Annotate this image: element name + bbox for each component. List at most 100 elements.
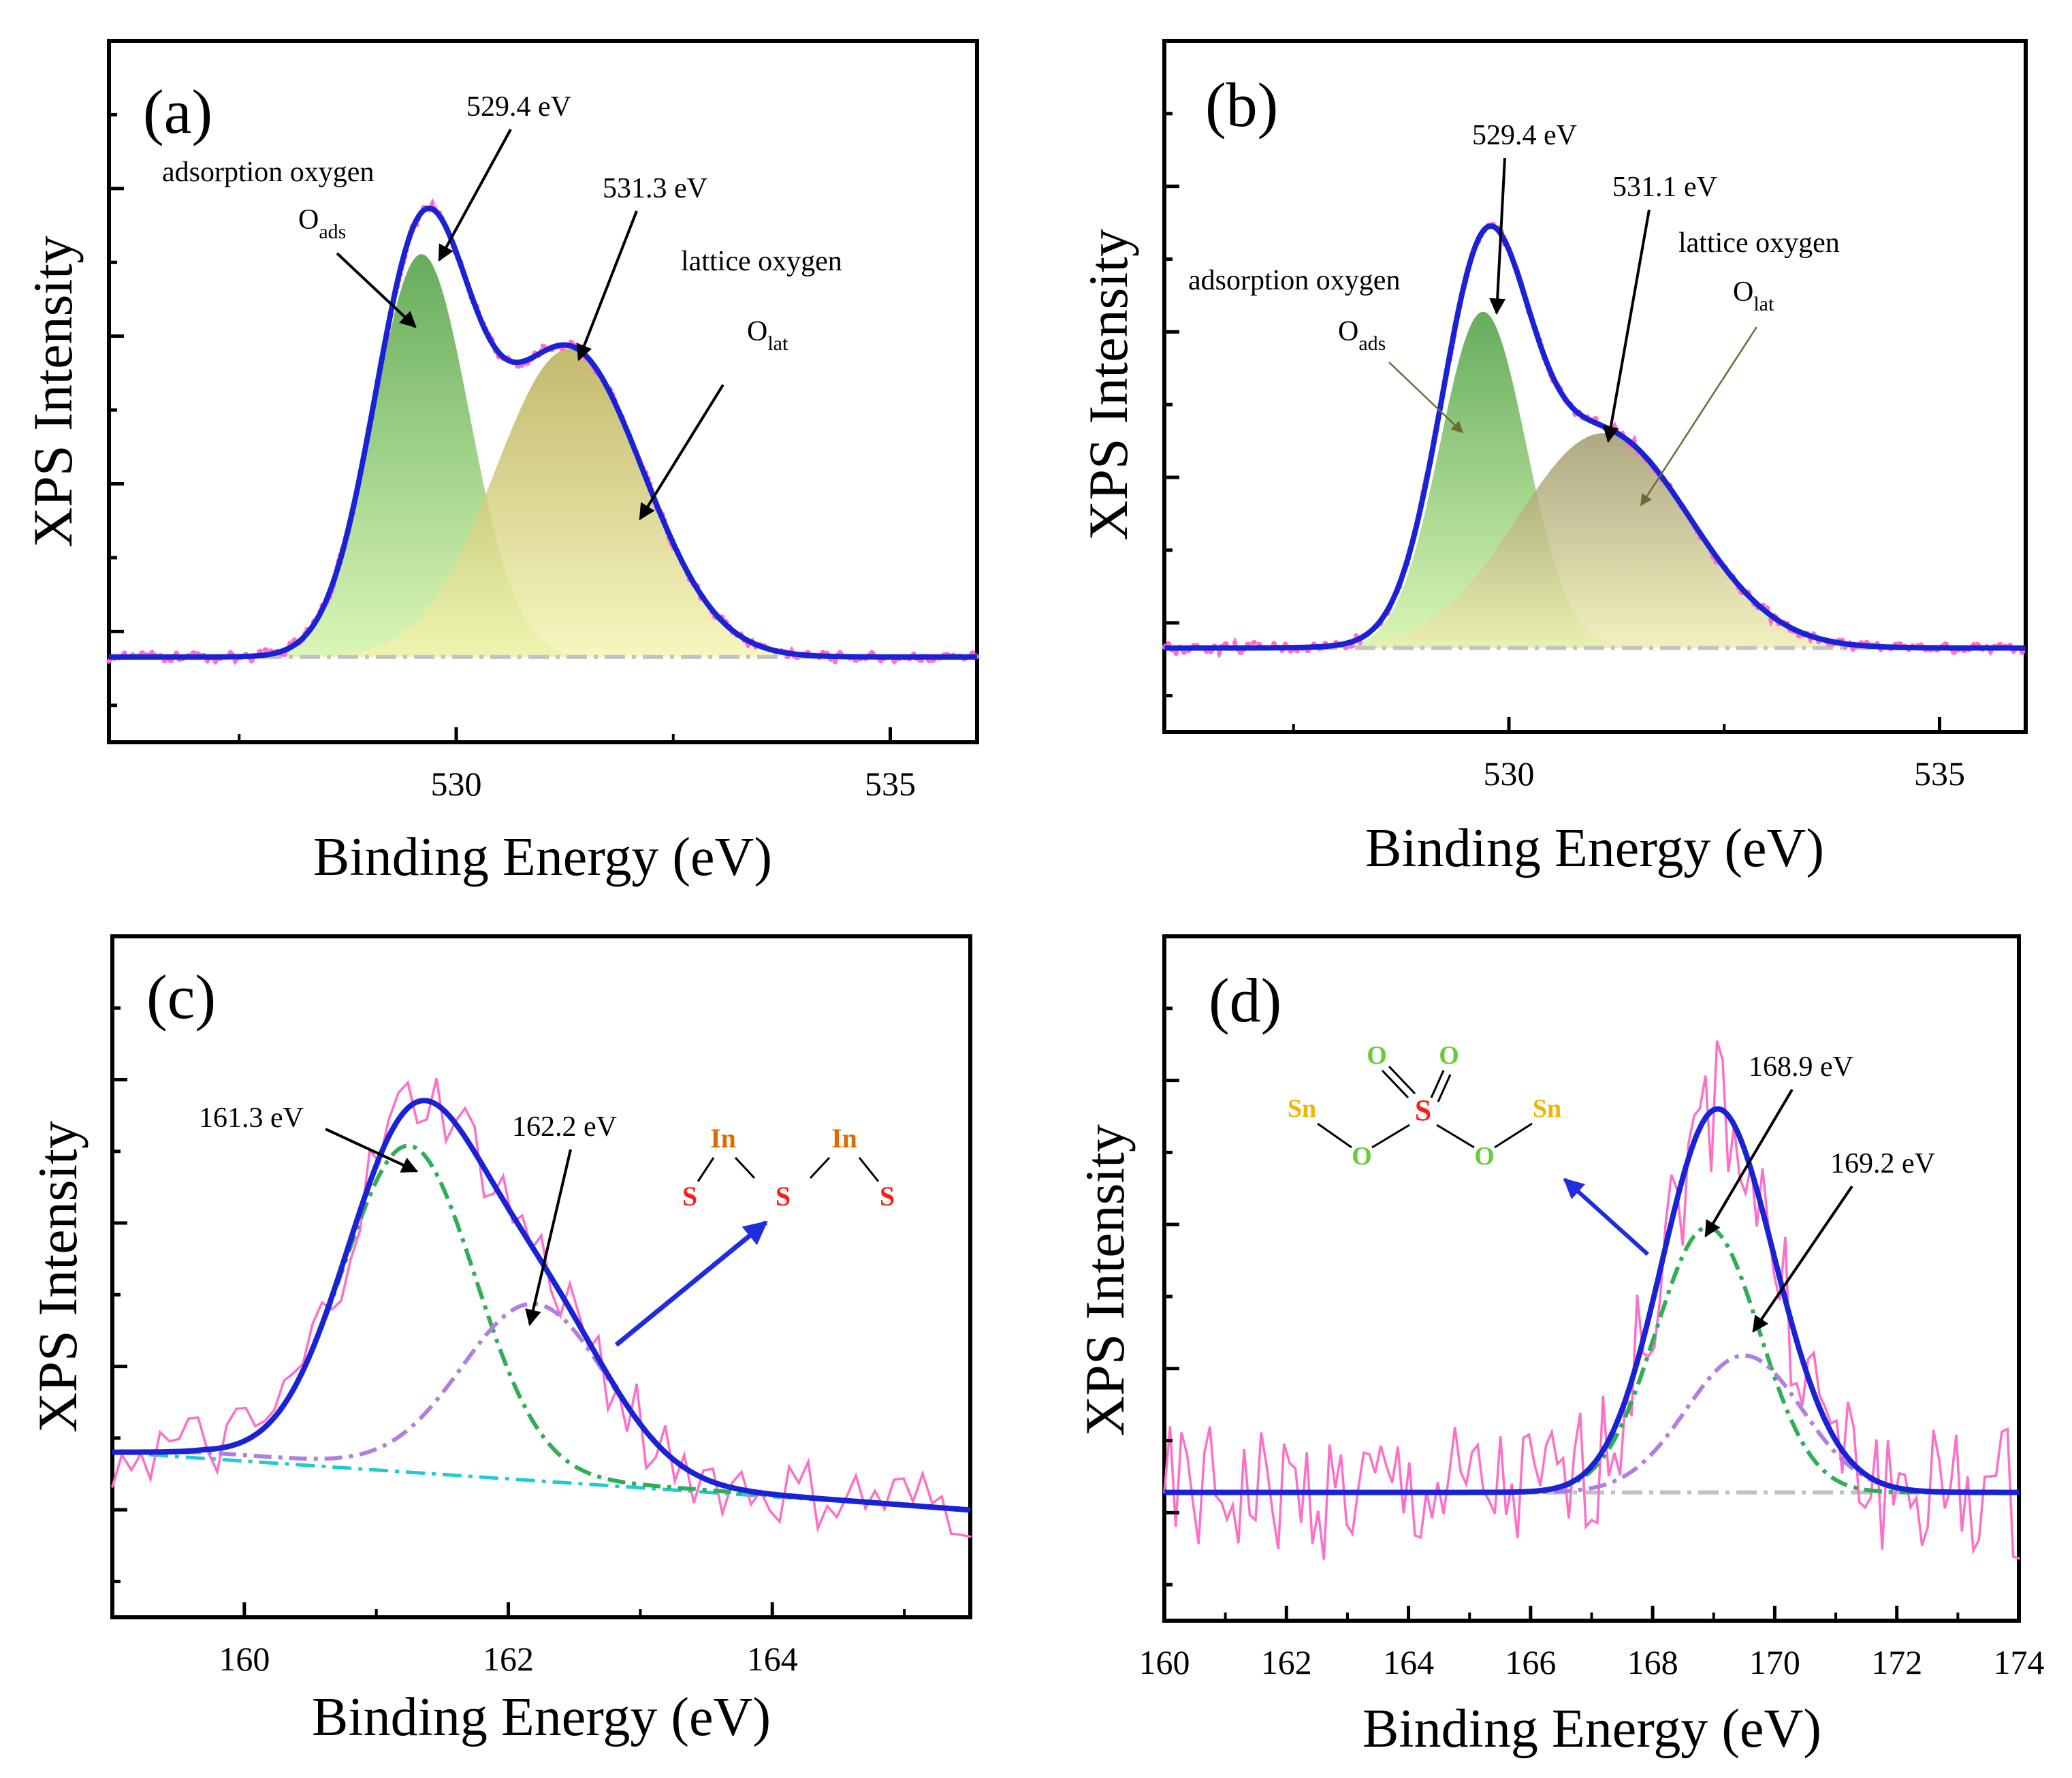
peak2-arrow xyxy=(1602,209,1651,443)
x-axis-label: Binding Energy (eV) xyxy=(312,1687,771,1747)
chart-marks xyxy=(1163,1040,2020,1560)
x-axis-label: Binding Energy (eV) xyxy=(1362,1699,1821,1759)
x-axis-label: Binding Energy (eV) xyxy=(1365,819,1824,878)
peak2-arrow xyxy=(1752,1185,1853,1333)
plot-frame xyxy=(1162,934,2021,1623)
fit-envelope-line xyxy=(1164,223,2026,651)
x-tick-label: 535 xyxy=(1914,755,1965,793)
x-tick-label: 530 xyxy=(1484,755,1535,793)
x-tick-label: 530 xyxy=(431,765,482,803)
atom-in-1: In xyxy=(710,1123,736,1154)
plot-frame xyxy=(1162,39,2028,734)
bond xyxy=(1436,1124,1475,1149)
in-s-chain-structure: In In S S S xyxy=(682,1123,895,1211)
component-curve-s-2p3-2 xyxy=(1164,1225,2019,1495)
component-curve-s-2p1-2 xyxy=(112,1301,971,1512)
x-tick-label: 160 xyxy=(219,1640,270,1678)
atom-s-2: S xyxy=(776,1181,791,1211)
structure-pointer-arrow xyxy=(1563,1177,1650,1256)
peak2-energy-label: 169.2 eV xyxy=(1830,1148,1935,1179)
double-bond xyxy=(1388,1065,1416,1095)
lat-arrow xyxy=(639,383,724,521)
peak1-energy-label: 161.3 eV xyxy=(199,1102,304,1134)
chart-marks xyxy=(1162,221,2028,659)
x-tick-label: 162 xyxy=(483,1640,534,1678)
x-axis-label: Binding Energy (eV) xyxy=(313,827,772,887)
double-bond xyxy=(1381,1069,1409,1099)
peak1-arrow xyxy=(1489,157,1506,315)
axis-ticks: 160 162 164 166 168 170 172 174 xyxy=(1139,1006,2045,1681)
lat-text: lattice oxygen xyxy=(681,246,842,277)
x-tick-label: 170 xyxy=(1749,1643,1800,1681)
raw-data-line xyxy=(111,1078,972,1538)
ads-arrow xyxy=(1388,362,1464,434)
plot-frame xyxy=(110,934,972,1619)
bond xyxy=(734,1156,756,1179)
peak2-energy-label: 162.2 eV xyxy=(512,1111,617,1143)
bond xyxy=(809,1156,831,1179)
bond xyxy=(858,1157,880,1182)
sn-sulfate-structure: Sn Sn O O O O S xyxy=(1288,1041,1561,1171)
structure-pointer-arrow xyxy=(614,1220,768,1347)
bond xyxy=(1317,1122,1352,1149)
atom-sn-1: Sn xyxy=(1288,1094,1316,1123)
x-tick-label: 164 xyxy=(747,1640,798,1678)
panel-label: (c) xyxy=(146,962,216,1032)
chart-marks xyxy=(106,197,980,666)
bond xyxy=(1371,1124,1410,1149)
fit-envelope-line xyxy=(112,1098,971,1513)
x-tick-label: 166 xyxy=(1505,1643,1556,1681)
peak2-energy-label: 531.1 eV xyxy=(1612,172,1717,203)
peak1-energy-label: 168.9 eV xyxy=(1749,1051,1853,1083)
peak1-arrow xyxy=(1704,1088,1794,1238)
fit-envelope-line xyxy=(1164,1106,2019,1495)
peak1-arrow xyxy=(325,1128,419,1173)
fit-envelope-line xyxy=(109,205,977,660)
peak2-energy-label: 531.3 eV xyxy=(603,173,707,204)
lat-symbol: Olat xyxy=(1733,276,1774,315)
atom-s-1: S xyxy=(682,1181,697,1211)
atom-s-3: S xyxy=(880,1181,895,1211)
ads-symbol: Oads xyxy=(1338,316,1386,355)
atom-o-2: O xyxy=(1474,1142,1495,1171)
peak1-energy-label: 529.4 eV xyxy=(466,91,571,123)
peak2-arrow xyxy=(525,1149,572,1327)
x-tick-label: 168 xyxy=(1627,1643,1678,1681)
x-tick-label: 160 xyxy=(1139,1643,1190,1681)
atom-o-3: O xyxy=(1367,1041,1387,1070)
atom-sn-2: Sn xyxy=(1533,1094,1561,1123)
ads-text: adsorption oxygen xyxy=(162,157,374,188)
atom-o-1: O xyxy=(1352,1142,1372,1171)
panel-label: (a) xyxy=(143,77,212,146)
plot-frame xyxy=(107,39,979,744)
lat-text: lattice oxygen xyxy=(1678,227,1840,259)
double-bond xyxy=(1437,1074,1452,1102)
double-bond xyxy=(1430,1070,1445,1098)
lat-arrow xyxy=(1640,326,1758,507)
panel-label: (b) xyxy=(1205,70,1278,140)
bond xyxy=(697,1157,715,1182)
panel-b: 530 535 (b) XPS Intensity Binding Energy … xyxy=(1077,39,2028,878)
x-tick-label: 174 xyxy=(1994,1643,2045,1681)
panel-d: 160 162 164 166 168 170 172 174 (d) XPS Intensi… xyxy=(1074,934,2045,1759)
chart-marks xyxy=(111,1078,972,1538)
y-axis-label: XPS Intensity xyxy=(1077,229,1139,541)
raw-data-line xyxy=(1163,1040,2020,1560)
peak1-arrow xyxy=(438,129,512,262)
lat-symbol: Olat xyxy=(747,316,788,355)
bond xyxy=(1494,1122,1533,1149)
x-tick-label: 172 xyxy=(1871,1643,1922,1681)
peak2-arrow xyxy=(576,210,638,362)
panel-a: 530 535 (a) XPS Intensity Binding Energy … xyxy=(22,39,980,887)
x-tick-label: 162 xyxy=(1261,1643,1312,1681)
component-curve-s-2p3-2 xyxy=(112,1143,971,1512)
atom-s: S xyxy=(1415,1094,1431,1127)
panel-label: (d) xyxy=(1209,966,1281,1035)
x-tick-label: 164 xyxy=(1383,1643,1434,1681)
ads-symbol: Oads xyxy=(298,204,346,243)
y-axis-label: XPS Intensity xyxy=(22,236,84,547)
atom-o-4: O xyxy=(1439,1041,1459,1070)
axis-ticks: 160 162 164 xyxy=(111,1006,906,1678)
x-tick-label: 535 xyxy=(865,765,916,803)
